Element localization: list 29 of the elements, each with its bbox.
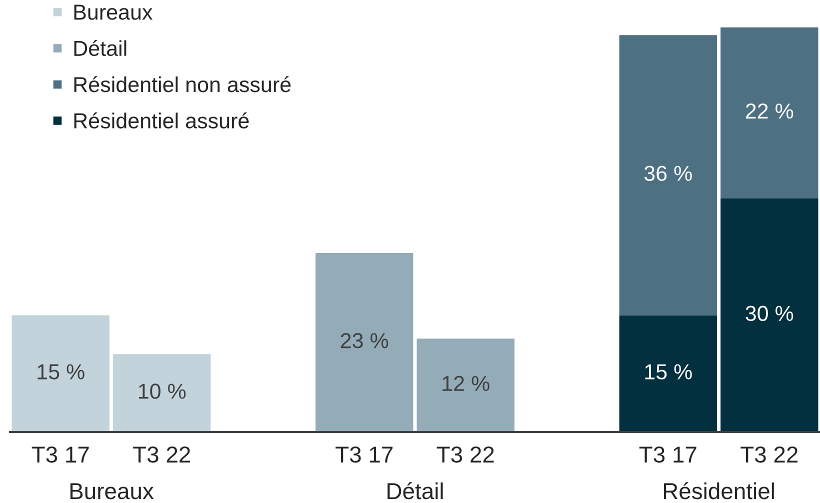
bar bbox=[619, 315, 717, 432]
bar bbox=[720, 27, 818, 199]
bar bbox=[113, 354, 211, 432]
data-label: 22 % bbox=[746, 103, 794, 119]
bar bbox=[316, 253, 414, 432]
text: Résidentiel bbox=[664, 482, 774, 500]
data-label: 30 % bbox=[746, 306, 794, 322]
bar bbox=[720, 198, 818, 432]
data-label: 10 % bbox=[138, 384, 186, 399]
x-tick-label: T3 22 bbox=[436, 446, 494, 463]
text: Détail bbox=[388, 482, 443, 500]
bar bbox=[619, 35, 717, 316]
data-label: 12 % bbox=[442, 376, 490, 392]
bar bbox=[416, 338, 514, 432]
x-tick-label: T3 22 bbox=[133, 446, 190, 463]
data-label: 23 % bbox=[340, 333, 388, 348]
data-label: 36 % bbox=[644, 166, 692, 181]
text: Bureaux bbox=[70, 483, 154, 500]
legend-label: Détail bbox=[74, 40, 126, 56]
legend-label: Résidentiel non assuré bbox=[74, 76, 291, 92]
legend-label: Résidentiel assuré bbox=[74, 112, 249, 128]
x-tick-label: T3 17 bbox=[32, 446, 89, 463]
bar bbox=[12, 315, 110, 432]
x-tick-label: T3 17 bbox=[336, 446, 393, 463]
x-tick-label: T3 17 bbox=[639, 446, 696, 463]
legend-label: Bureaux bbox=[74, 4, 153, 20]
data-label: 15 % bbox=[645, 364, 692, 380]
x-tick-label: T3 22 bbox=[740, 446, 798, 463]
data-label: 15 % bbox=[38, 364, 84, 380]
